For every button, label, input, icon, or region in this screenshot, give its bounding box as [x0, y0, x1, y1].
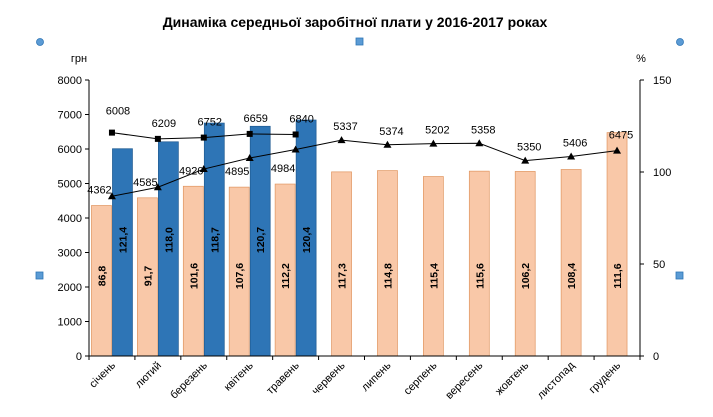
right-axis-tick-label: 0 [653, 351, 659, 363]
bar-2016-value-label: 4895 [225, 166, 249, 178]
line-2017-point-square [108, 129, 115, 136]
bar-2016-index-label: 111,6 [612, 263, 624, 288]
bar-2016 [606, 132, 628, 357]
corner-handle-right-icon [676, 38, 684, 46]
bar-2016-index-label: 115,6 [474, 263, 486, 289]
category-labels: січень лютий березень квітень травень червень… [87, 359, 623, 402]
line-2016-point-triangle [245, 154, 254, 162]
bar-2016-index-label: 107,6 [234, 263, 246, 289]
bar-2016-value-label: 5202 [425, 125, 449, 137]
side-handle-left-icon [35, 271, 44, 280]
bar-2016-value-label: 4362 [87, 185, 111, 197]
bar-2017-value-label: 6752 [198, 117, 222, 129]
line-2016-point-triangle [613, 146, 622, 154]
line-2016-point-triangle [475, 139, 484, 147]
data-labels: 86,8 121,4 91,7 118,0 101,6 118,7 107,6 120,7 11… [87, 106, 633, 290]
line-2016-point-triangle [429, 139, 438, 147]
line-2016-point-triangle [291, 145, 300, 153]
left-axis-unit: грн [71, 53, 87, 65]
left-axis-tick-label: 6000 [58, 144, 82, 156]
left-axis-tick-label: 7000 [58, 110, 82, 122]
bar-2016-index-label: 101,6 [188, 263, 200, 289]
category-label: грудень [587, 359, 624, 396]
bar-2017-index-label: 120,4 [301, 227, 313, 253]
category-label: листопад [535, 359, 578, 402]
line-2016-point-triangle [383, 140, 392, 148]
bar-2016-index-label: 86,8 [96, 266, 108, 287]
bar-2016-value-label: 6475 [609, 130, 633, 142]
bar-2016-index-label: 108,4 [566, 263, 578, 289]
left-axis-tick-label: 2000 [58, 282, 82, 294]
bar-2017-index-label: 118,7 [209, 227, 221, 253]
category-label: вересень [443, 359, 485, 401]
chart-title: Динаміка середньої заробітної плати у 20… [163, 14, 548, 30]
right-axis-tick-label: 150 [653, 75, 671, 87]
category-label: червень [310, 359, 348, 397]
bar-2017-index-label: 118,0 [163, 227, 175, 253]
right-axis-unit: % [636, 53, 646, 65]
line-2016-point-triangle [199, 165, 208, 173]
line-2016-point-triangle [521, 156, 530, 164]
category-label: січень [87, 359, 118, 390]
bar-2017-index-label: 120,7 [255, 227, 267, 253]
line-2017-point-square [292, 131, 299, 138]
bar-2017-index-label: 121,4 [117, 227, 129, 253]
line-2016-point-triangle [567, 152, 576, 160]
left-axis-tick-label: 3000 [58, 248, 82, 260]
bar-series [91, 119, 628, 357]
right-axis-tick-label: 50 [653, 259, 665, 271]
category-label: жовтень [493, 359, 531, 397]
category-label: лютий [133, 360, 164, 391]
left-axis-tick-label: 8000 [58, 75, 82, 87]
category-label: серпень [402, 359, 440, 397]
bar-2016 [560, 169, 582, 357]
line-2016-point-triangle [337, 136, 346, 144]
line-2016-point-triangle [153, 183, 162, 191]
left-axis-tick-label: 4000 [58, 213, 82, 225]
bar-2016-value-label: 5374 [379, 126, 403, 138]
bar-2016-index-label: 91,7 [142, 266, 154, 287]
left-axis-tick-label: 0 [76, 351, 82, 363]
bar-2017-value-label: 6659 [243, 113, 267, 125]
line-2016-point-triangle [107, 192, 116, 200]
corner-handle-mid-icon [355, 37, 364, 46]
left-axis-ticks: 0 1000 2000 3000 4000 5000 6000 7000 8000 [58, 75, 89, 363]
bar-2016-value-label: 5406 [563, 138, 587, 150]
bar-2016-value-label: 4984 [271, 163, 295, 175]
bar-2017-value-label: 6209 [152, 118, 176, 130]
bar-2016-value-label: 5350 [517, 142, 541, 154]
line-2017-point-square [154, 135, 161, 142]
category-label: липень [359, 359, 393, 393]
bar-2017-value-label: 6008 [106, 106, 130, 118]
bar-2016-index-label: 106,2 [520, 263, 532, 289]
bar-2016-index-label: 117,3 [337, 263, 349, 289]
bar-2016-index-label: 112,2 [280, 263, 292, 289]
bar-2016-value-label: 4585 [133, 177, 157, 189]
bar-2017-value-label: 6840 [289, 113, 313, 125]
right-axis-ticks: 0 50 100 150 [640, 75, 671, 363]
bar-2016-value-label: 5358 [471, 124, 495, 136]
corner-handle-left-icon [36, 38, 44, 46]
line-2017-point-square [200, 134, 207, 141]
line-2016-index [111, 139, 618, 197]
line-2017-point-square [246, 130, 253, 137]
line-series [107, 129, 622, 200]
bar-2016-index-label: 115,4 [428, 263, 440, 289]
axes [88, 80, 641, 360]
right-axis-tick-label: 100 [653, 167, 671, 179]
left-axis-tick-label: 5000 [58, 179, 82, 191]
bar-2016-value-label: 5337 [333, 121, 357, 133]
category-label: квітень [222, 359, 256, 393]
bar-2016-index-label: 114,8 [382, 263, 394, 289]
side-handle-right-icon [675, 271, 684, 280]
bar-2016-value-label: 4920 [179, 165, 203, 177]
left-axis-tick-label: 1000 [58, 317, 82, 329]
category-label: березень [168, 359, 210, 401]
category-label: травень [264, 359, 302, 397]
